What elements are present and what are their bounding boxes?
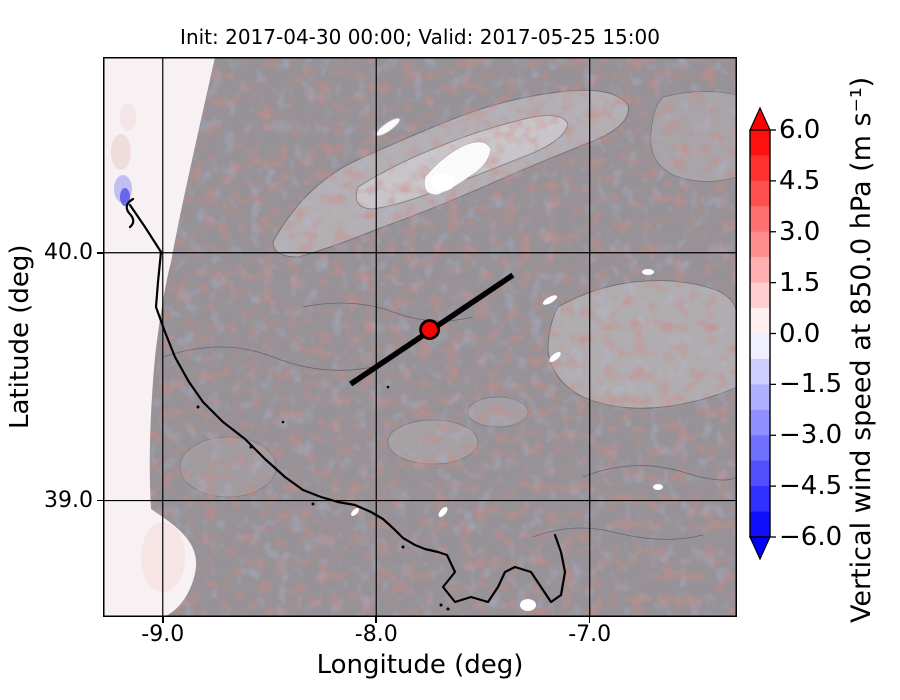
y-tick-label: 40.0 <box>44 239 93 265</box>
colorbar-segment <box>750 308 770 335</box>
colorbar-segment <box>750 231 770 258</box>
colorbar-over-arrow <box>749 106 771 131</box>
ocean-red-wisp <box>120 103 136 131</box>
colorbar-tick-label: 6.0 <box>779 115 821 145</box>
coastline-path <box>125 197 567 604</box>
plot-title: Init: 2017-04-30 00:00; Valid: 2017-05-2… <box>180 25 660 49</box>
islet-dots <box>196 385 450 611</box>
colorbar-tick-label: −1.5 <box>779 369 843 400</box>
colorbar-gradient <box>750 130 770 538</box>
white-patches <box>351 269 663 611</box>
colorbar-tick-label: −3.0 <box>779 420 843 451</box>
speckle-red <box>148 57 737 617</box>
colorbar-segment <box>750 155 770 182</box>
colorbar-segment <box>750 486 770 513</box>
colorbar-segment <box>750 180 770 207</box>
map-svg <box>103 57 737 617</box>
colorbar-under-arrow <box>749 536 771 561</box>
colorbar-tick-label: 4.5 <box>779 165 821 196</box>
colorbar-segment <box>750 358 770 385</box>
colorbar-tick-label: −6.0 <box>779 522 843 552</box>
ocean-blue-blob <box>120 188 130 206</box>
station-marker <box>419 319 441 340</box>
colorbar-segment <box>750 130 770 157</box>
colorbar-segment <box>750 333 770 360</box>
y-axis-label: Latitude (deg) <box>5 244 35 430</box>
x-tick-label: -9.0 <box>141 622 185 647</box>
colorbar-segment <box>750 206 770 233</box>
colorbar-segment <box>750 257 770 284</box>
map-plot-area <box>103 57 737 617</box>
colorbar-tick-label: 0.0 <box>779 318 821 349</box>
colorbar-segment <box>750 409 770 436</box>
map-field-art <box>103 57 737 617</box>
x-tick-label: -8.0 <box>354 622 398 647</box>
colorbar-segment <box>750 460 770 487</box>
axis-tick-mark <box>97 252 103 254</box>
ocean-red-wisp <box>111 134 131 170</box>
colorbar-label: Vertical wind speed at 850.0 hPa (m s⁻¹) <box>846 76 877 624</box>
x-axis-label: Longitude (deg) <box>316 650 524 680</box>
plot-border <box>103 57 737 617</box>
axis-tick-mark <box>97 499 103 502</box>
y-tick-label: 39.0 <box>44 487 93 513</box>
axis-tick-mark <box>588 617 591 623</box>
colorbar-tick-label: 3.0 <box>779 216 821 247</box>
x-tick-label: -7.0 <box>568 622 612 647</box>
colorbar-segment <box>750 511 770 538</box>
colorbar-tick-label: −4.5 <box>779 471 843 502</box>
colorbar-tick-label: 1.5 <box>779 267 821 298</box>
ocean-region <box>103 57 215 617</box>
colorbar-segment <box>750 384 770 411</box>
map-annotations <box>103 57 737 617</box>
terrain-white-spot <box>431 173 455 191</box>
colorbar-segment <box>750 282 770 309</box>
axis-tick-mark <box>375 617 377 623</box>
colorbar-segment <box>750 435 770 462</box>
colorbar-tick-marks <box>770 129 776 538</box>
colorbar <box>749 106 776 561</box>
axis-tick-mark <box>162 617 164 623</box>
